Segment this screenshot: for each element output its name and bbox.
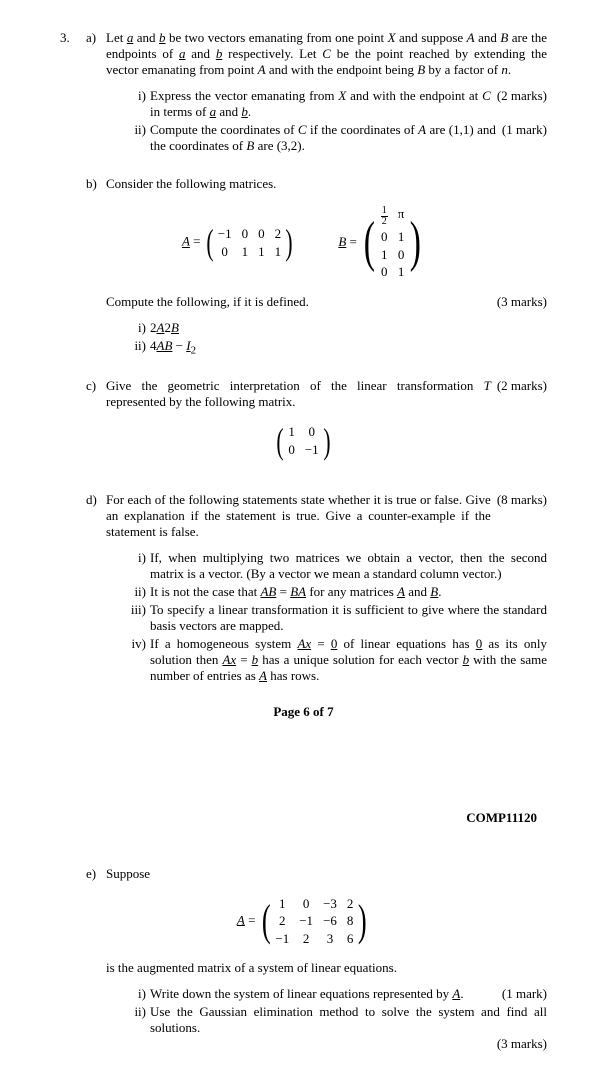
q3d-ii-text: It is not the case that AB = BA for any … — [150, 584, 547, 600]
q3d-ii-label: ii) — [122, 584, 150, 600]
q3d-marks: (8 marks) — [491, 492, 547, 508]
q3d-label: d) — [86, 492, 106, 508]
q3e-i-text: Write down the system of linear equation… — [150, 986, 547, 1002]
q3e-label: e) — [86, 866, 106, 882]
q3e-intro: Suppose — [106, 866, 547, 882]
q3a-i-text: Express the vector emanating from X and … — [150, 88, 547, 120]
q3d-iv-text: If a homogeneous system Ax = 0 of linear… — [150, 636, 547, 684]
q3b-intro: Consider the following matrices. — [106, 176, 547, 192]
q3a-row: 3. a) Let a and b be two vectors emanati… — [60, 30, 547, 78]
q3b-i-text: 2A2B — [150, 320, 547, 336]
q3c-matrix: ( 10 0−1 ) — [60, 424, 547, 457]
matrixB-label: B — [338, 234, 346, 249]
q3d-iii: iii) To specify a linear transformation … — [60, 602, 547, 634]
q3e-outro: is the augmented matrix of a system of l… — [60, 960, 547, 976]
q3a-ii-label: ii) — [122, 122, 150, 138]
q3b-ii-label: ii) — [122, 338, 150, 354]
q3b-ii: ii) 4AB − I2 — [60, 338, 547, 357]
q3e-i-marks: (1 mark) — [496, 986, 547, 1002]
q3a-ii: ii) Compute the coordinates of C if the … — [60, 122, 547, 154]
matrixB: ( 12π 01 10 01 ) — [360, 206, 425, 280]
q3c-row: c) Give the geometric interpretation of … — [60, 378, 547, 410]
q3d-ii: ii) It is not the case that AB = BA for … — [60, 584, 547, 600]
q3b-row: b) Consider the following matrices. — [60, 176, 547, 192]
q3d-iii-label: iii) — [122, 602, 150, 618]
page-footer: Page 6 of 7 — [60, 704, 547, 720]
q3e-row: e) Suppose — [60, 866, 547, 882]
q3d-iii-text: To specify a linear transformation it is… — [150, 602, 547, 634]
q3a-label: a) — [86, 30, 106, 46]
q3e-ii: ii) Use the Gaussian elimination method … — [60, 1004, 547, 1052]
q3b-compute-text: Compute the following, if it is defined. — [106, 294, 491, 310]
q3d-iv-label: iv) — [122, 636, 150, 652]
q3b-i-label: i) — [122, 320, 150, 336]
q3e-outro-text: is the augmented matrix of a system of l… — [106, 960, 547, 976]
q3b-label: b) — [86, 176, 106, 192]
q3c-marks: (2 marks) — [491, 378, 547, 394]
q3a-ii-marks: (1 mark) — [496, 122, 547, 138]
q3d-i: i) If, when multiplying two matrices we … — [60, 550, 547, 582]
q3b-i: i) 2A2B — [60, 320, 547, 336]
matrixA-label: A — [182, 234, 190, 249]
q3e-ii-text: Use the Gaussian elimination method to s… — [150, 1004, 547, 1052]
q3a-i-label: i) — [122, 88, 150, 104]
q3c-text: Give the geometric interpretation of the… — [106, 378, 547, 410]
q3c-label: c) — [86, 378, 106, 394]
q3-number: 3. — [60, 30, 86, 46]
q3d-intro: For each of the following statements sta… — [106, 492, 547, 540]
course-code: COMP11120 — [60, 810, 547, 826]
q3a-ii-text: Compute the coordinates of C if the coor… — [150, 122, 547, 154]
q3b-compute-marks: (3 marks) — [491, 294, 547, 310]
q3d-row: d) For each of the following statements … — [60, 492, 547, 540]
q3b-compute: Compute the following, if it is defined.… — [60, 294, 547, 310]
q3e-ii-label: ii) — [122, 1004, 150, 1020]
matrixA: ( −1002 0111 ) — [204, 226, 295, 259]
q3a-i: i) Express the vector emanating from X a… — [60, 88, 547, 120]
q3d-i-text: If, when multiplying two matrices we obt… — [150, 550, 547, 582]
q3e-i-label: i) — [122, 986, 150, 1002]
q3d-iv: iv) If a homogeneous system Ax = 0 of li… — [60, 636, 547, 684]
q3d-i-label: i) — [122, 550, 150, 566]
q3a-intro: Let a and b be two vectors emanating fro… — [106, 30, 547, 78]
exam-page: 3. a) Let a and b be two vectors emanati… — [0, 0, 597, 1074]
q3a-i-marks: (2 marks) — [491, 88, 547, 104]
q3b-matrices: A = ( −1002 0111 ) B = ( 12π 01 10 01 — [60, 206, 547, 280]
q3b-ii-text: 4AB − I2 — [150, 338, 547, 357]
q3e-i: i) Write down the system of linear equat… — [60, 986, 547, 1002]
q3e-ii-marks: (3 marks) — [491, 1036, 547, 1052]
matrixE-label: A — [237, 912, 245, 927]
q3e-matrix: A = ( 10−32 2−1−68 −1236 ) — [60, 896, 547, 947]
